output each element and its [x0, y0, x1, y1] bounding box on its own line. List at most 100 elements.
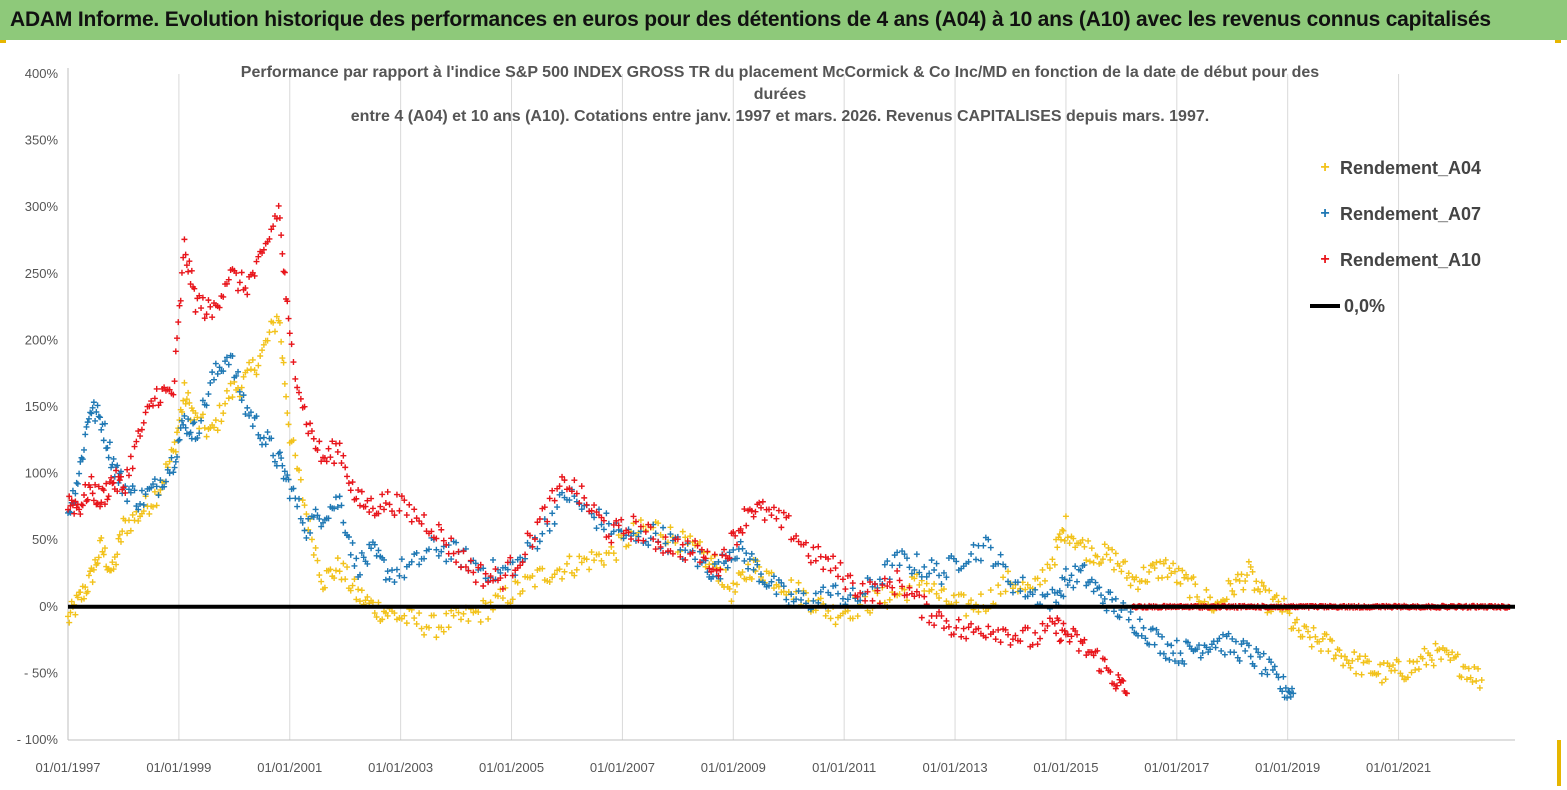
x-tick-label: 01/01/2009 — [701, 760, 766, 775]
point-a07 — [783, 596, 790, 603]
point-a10 — [497, 575, 504, 582]
point-a07 — [901, 551, 908, 558]
point-a04 — [1166, 565, 1173, 572]
point-a07 — [1017, 588, 1024, 595]
point-a10 — [945, 623, 952, 630]
point-a04 — [1428, 657, 1435, 664]
point-a04 — [1476, 684, 1483, 691]
point-a10 — [982, 634, 989, 641]
point-a04 — [351, 576, 358, 583]
x-tick-label: 01/01/2017 — [1144, 760, 1209, 775]
point-a07 — [1101, 595, 1108, 602]
point-a07 — [904, 555, 911, 562]
point-a10 — [124, 466, 131, 473]
point-a04 — [185, 389, 192, 396]
point-a07 — [157, 477, 164, 484]
point-a04 — [260, 341, 267, 348]
y-tick-label: 300% — [25, 199, 59, 214]
point-a04 — [297, 476, 304, 483]
point-a10 — [926, 619, 933, 626]
y-tick-label: 400% — [25, 66, 59, 81]
point-a04 — [266, 329, 273, 336]
point-a04 — [150, 503, 157, 510]
point-a07 — [1284, 694, 1291, 701]
point-a10 — [344, 473, 351, 480]
point-a04 — [1125, 570, 1132, 577]
point-a10 — [726, 555, 733, 562]
point-a04 — [240, 373, 247, 380]
point-a04 — [728, 598, 735, 605]
point-a10 — [153, 385, 160, 392]
point-a04 — [238, 384, 245, 391]
point-a10 — [384, 488, 391, 495]
point-a04 — [201, 424, 208, 431]
point-a10 — [1098, 668, 1105, 675]
point-a07 — [212, 360, 219, 367]
point-a10 — [345, 480, 352, 487]
point-a10 — [694, 542, 701, 549]
point-a04 — [1266, 587, 1273, 594]
point-a04 — [65, 613, 71, 620]
point-a10 — [278, 232, 285, 239]
point-a10 — [896, 577, 903, 584]
point-a07 — [1273, 671, 1280, 678]
point-a07 — [135, 506, 142, 513]
point-a10 — [1107, 668, 1114, 675]
point-a07 — [124, 498, 131, 505]
point-a07 — [972, 556, 979, 563]
point-a04 — [953, 599, 960, 606]
point-a07 — [524, 539, 531, 546]
point-a07 — [393, 566, 400, 573]
point-a04 — [1275, 598, 1282, 605]
point-a07 — [1260, 650, 1267, 657]
point-a10 — [151, 395, 158, 402]
point-a07 — [1098, 592, 1105, 599]
point-a07 — [181, 412, 188, 419]
point-a07 — [168, 454, 175, 461]
point-a07 — [849, 585, 856, 592]
point-a07 — [1068, 572, 1075, 579]
point-a07 — [756, 578, 763, 585]
point-a10 — [453, 559, 460, 566]
point-a07 — [194, 434, 201, 441]
point-a04 — [1183, 571, 1190, 578]
point-a10 — [568, 488, 575, 495]
point-a07 — [726, 549, 733, 556]
point-a07 — [1234, 654, 1241, 661]
point-a10 — [1055, 617, 1062, 624]
point-a07 — [89, 404, 96, 411]
point-a10 — [386, 501, 393, 508]
point-a10 — [805, 552, 812, 559]
point-a07 — [899, 548, 906, 555]
point-a07 — [391, 579, 398, 586]
point-a10 — [68, 497, 75, 504]
point-a10 — [157, 399, 164, 406]
point-a07 — [74, 480, 81, 487]
point-a04 — [308, 536, 315, 543]
point-a04 — [101, 545, 108, 552]
point-a10 — [859, 580, 866, 587]
point-a07 — [360, 554, 367, 561]
point-a07 — [345, 534, 352, 541]
point-a07 — [980, 542, 987, 549]
point-a10 — [750, 513, 757, 520]
point-a07 — [416, 561, 423, 568]
point-a04 — [1049, 556, 1056, 563]
point-a10 — [758, 504, 765, 511]
point-a07 — [943, 574, 950, 581]
point-a04 — [1103, 551, 1110, 558]
point-a07 — [155, 492, 162, 499]
point-a07 — [977, 557, 984, 564]
point-a10 — [640, 537, 647, 544]
point-a07 — [225, 361, 232, 368]
point-a10 — [931, 622, 938, 629]
point-a04 — [270, 319, 277, 326]
point-a10 — [1017, 638, 1024, 645]
point-a07 — [180, 421, 187, 428]
point-a10 — [889, 584, 896, 591]
point-a10 — [1037, 635, 1044, 642]
point-a07 — [148, 484, 155, 491]
point-a04 — [968, 597, 975, 604]
point-a04 — [95, 554, 102, 561]
point-a07 — [800, 590, 807, 597]
